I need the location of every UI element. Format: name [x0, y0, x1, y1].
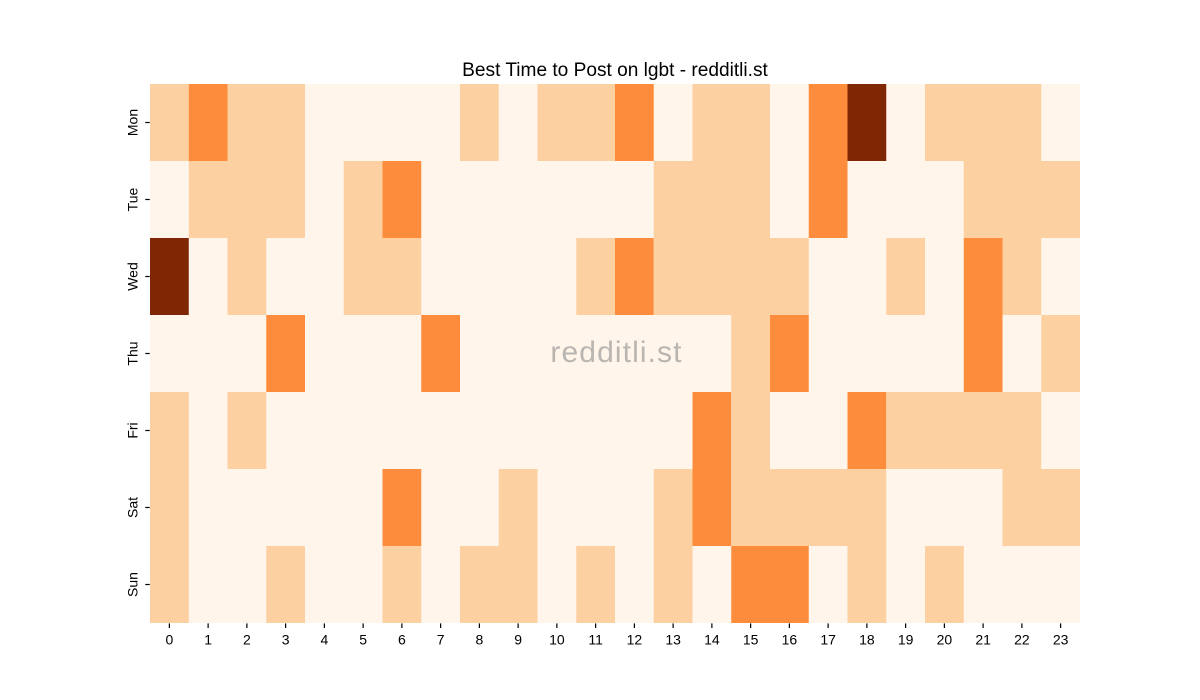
svg-text:0: 0	[165, 632, 173, 648]
svg-text:17: 17	[820, 632, 836, 648]
svg-text:Mon: Mon	[125, 109, 141, 136]
svg-text:redditli.st: redditli.st	[550, 336, 682, 369]
svg-text:21: 21	[975, 632, 991, 648]
svg-text:7: 7	[437, 632, 445, 648]
svg-text:19: 19	[898, 632, 914, 648]
svg-text:3: 3	[282, 632, 290, 648]
svg-text:Thu: Thu	[125, 341, 141, 365]
svg-text:23: 23	[1053, 632, 1069, 648]
svg-text:20: 20	[937, 632, 953, 648]
svg-text:Tue: Tue	[125, 187, 141, 211]
svg-text:4: 4	[320, 632, 328, 648]
svg-text:8: 8	[475, 632, 483, 648]
svg-text:18: 18	[859, 632, 875, 648]
svg-text:9: 9	[514, 632, 522, 648]
svg-text:1: 1	[204, 632, 212, 648]
svg-text:16: 16	[782, 632, 798, 648]
svg-text:Sat: Sat	[125, 497, 141, 518]
svg-text:12: 12	[627, 632, 643, 648]
svg-text:5: 5	[359, 632, 367, 648]
svg-text:10: 10	[549, 632, 565, 648]
svg-text:13: 13	[665, 632, 681, 648]
svg-text:2: 2	[243, 632, 251, 648]
svg-text:Wed: Wed	[125, 262, 141, 291]
svg-text:14: 14	[704, 632, 720, 648]
svg-text:Fri: Fri	[125, 422, 141, 438]
svg-text:Sun: Sun	[125, 572, 141, 597]
svg-text:Best Time to Post on lgbt - re: Best Time to Post on lgbt - redditli.st	[462, 60, 768, 81]
svg-text:22: 22	[1014, 632, 1030, 648]
svg-text:15: 15	[743, 632, 759, 648]
svg-text:11: 11	[588, 632, 603, 648]
svg-text:6: 6	[398, 632, 406, 648]
